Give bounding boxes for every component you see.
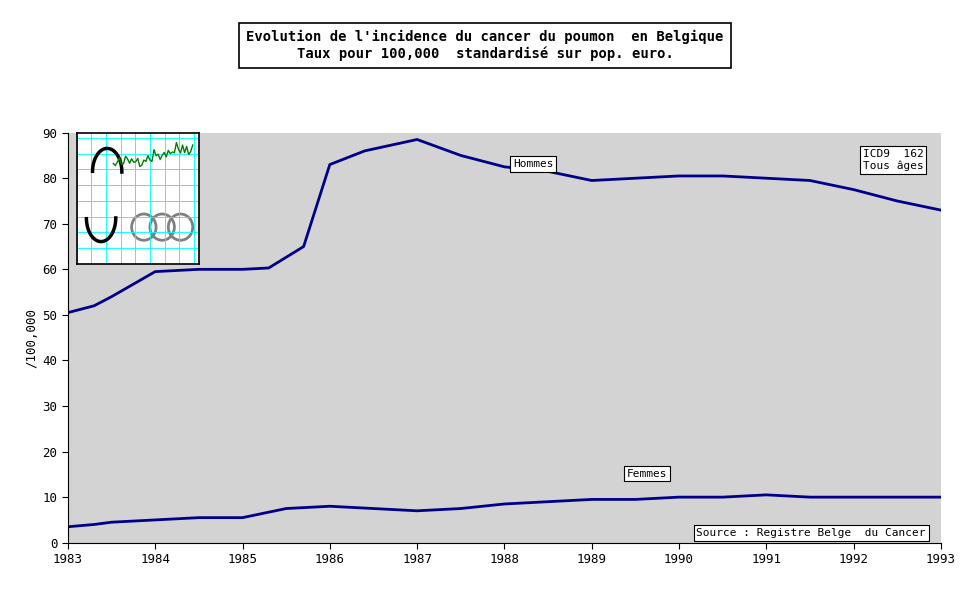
Text: Femmes: Femmes bbox=[626, 469, 667, 479]
Y-axis label: /100,000: /100,000 bbox=[25, 308, 39, 368]
Text: ICD9  162
Tous âges: ICD9 162 Tous âges bbox=[861, 149, 922, 171]
Text: Hommes: Hommes bbox=[513, 159, 553, 169]
Text: Evolution de l'incidence du cancer du poumon  en Belgique
Taux pour 100,000  sta: Evolution de l'incidence du cancer du po… bbox=[246, 30, 723, 61]
Text: Source : Registre Belge  du Cancer: Source : Registre Belge du Cancer bbox=[696, 528, 925, 538]
